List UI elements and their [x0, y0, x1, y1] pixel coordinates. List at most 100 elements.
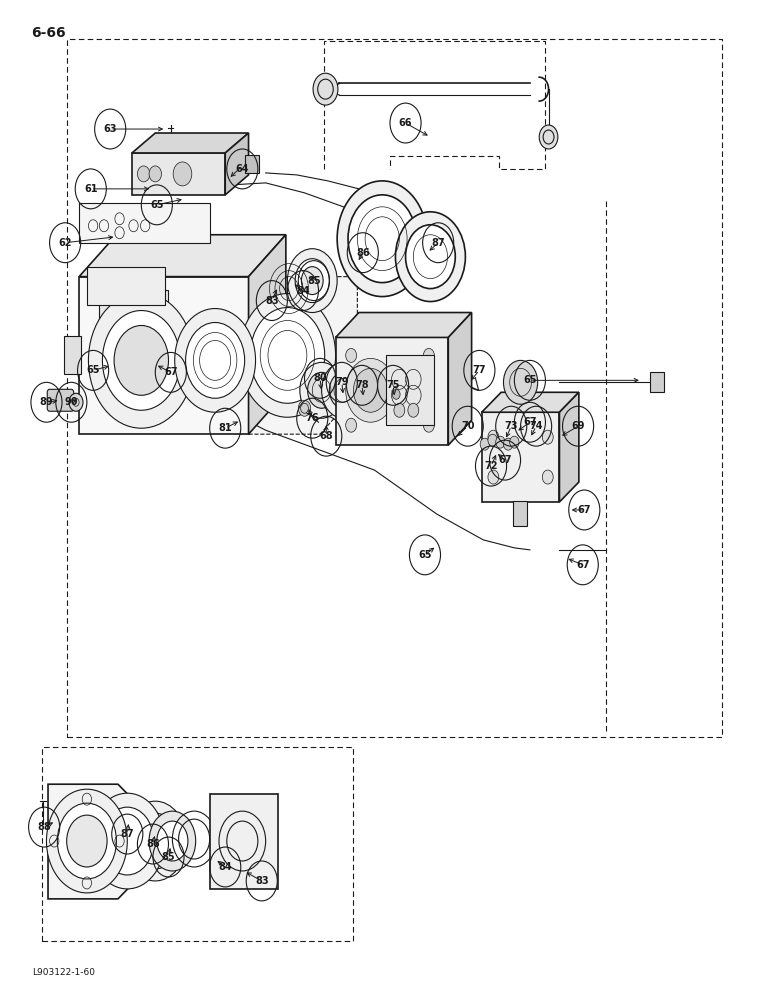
Polygon shape [48, 784, 137, 899]
Circle shape [149, 811, 196, 871]
Circle shape [66, 815, 107, 867]
Text: 68: 68 [320, 431, 333, 441]
Circle shape [392, 389, 400, 399]
Circle shape [406, 225, 456, 289]
Circle shape [346, 358, 395, 422]
Bar [67, 39, 722, 737]
Circle shape [342, 362, 385, 418]
Circle shape [114, 325, 168, 395]
Circle shape [408, 403, 419, 417]
Polygon shape [335, 337, 448, 445]
Circle shape [307, 372, 335, 408]
Text: 84: 84 [218, 862, 232, 872]
Circle shape [88, 293, 194, 428]
Polygon shape [225, 133, 249, 195]
Text: 78: 78 [355, 380, 369, 390]
Text: 61: 61 [84, 184, 98, 194]
Circle shape [329, 372, 357, 408]
Text: 67: 67 [576, 560, 590, 570]
Text: 67: 67 [164, 367, 178, 377]
Circle shape [149, 166, 161, 182]
Text: 83: 83 [255, 876, 268, 886]
Text: 90: 90 [65, 397, 78, 407]
Circle shape [424, 418, 434, 432]
Text: 65: 65 [150, 200, 164, 210]
Circle shape [298, 400, 310, 416]
Circle shape [175, 309, 256, 412]
Text: 80: 80 [314, 373, 327, 383]
Bar [132, 153, 225, 195]
Circle shape [346, 348, 356, 362]
Polygon shape [249, 277, 357, 434]
Circle shape [346, 418, 356, 432]
Text: 76: 76 [306, 413, 319, 423]
Circle shape [337, 181, 427, 297]
Bar [245, 155, 259, 173]
Text: 65: 65 [87, 365, 100, 375]
Text: 74: 74 [530, 421, 543, 431]
Text: 89: 89 [40, 397, 53, 407]
Circle shape [539, 125, 558, 149]
Bar [650, 372, 664, 392]
Bar [87, 267, 165, 305]
Text: 63: 63 [104, 124, 117, 134]
Circle shape [395, 212, 466, 302]
Circle shape [300, 362, 343, 418]
Text: L903122-1-60: L903122-1-60 [33, 968, 95, 977]
Text: 64: 64 [236, 164, 249, 174]
Polygon shape [448, 313, 472, 445]
Circle shape [349, 372, 378, 408]
Polygon shape [249, 235, 285, 434]
Circle shape [90, 793, 165, 889]
Bar [42, 747, 353, 941]
Circle shape [503, 360, 537, 404]
Circle shape [173, 162, 192, 186]
Text: 70: 70 [461, 421, 474, 431]
Circle shape [488, 434, 498, 446]
Text: 79: 79 [335, 377, 349, 387]
Circle shape [239, 294, 335, 417]
Text: 67: 67 [523, 417, 537, 427]
Text: 66: 66 [399, 118, 413, 128]
Circle shape [101, 807, 154, 875]
Circle shape [503, 438, 512, 450]
Circle shape [250, 308, 324, 403]
Circle shape [542, 430, 553, 444]
Text: 85: 85 [161, 852, 176, 862]
Circle shape [348, 195, 417, 283]
Circle shape [157, 821, 188, 861]
Circle shape [313, 73, 338, 105]
Text: 67: 67 [498, 455, 512, 465]
Text: 6-66: 6-66 [31, 26, 66, 40]
Bar [512, 501, 526, 526]
Circle shape [488, 470, 499, 484]
Bar [386, 355, 434, 425]
Text: 81: 81 [218, 423, 232, 433]
Circle shape [424, 348, 434, 362]
Circle shape [509, 436, 519, 448]
Text: 83: 83 [265, 296, 278, 306]
Circle shape [287, 249, 337, 313]
Circle shape [301, 267, 323, 295]
Bar [63, 336, 80, 374]
Bar [98, 290, 168, 344]
Bar [482, 412, 559, 502]
Circle shape [69, 393, 83, 411]
Circle shape [321, 362, 365, 418]
Polygon shape [335, 313, 472, 337]
FancyBboxPatch shape [48, 389, 73, 411]
Text: 72: 72 [484, 461, 498, 471]
Circle shape [542, 470, 553, 484]
Text: 69: 69 [571, 421, 585, 431]
Bar [79, 203, 210, 243]
Text: 67: 67 [577, 505, 591, 515]
Circle shape [137, 166, 150, 182]
Text: 88: 88 [37, 822, 51, 832]
Circle shape [480, 438, 490, 450]
Text: 65: 65 [523, 375, 537, 385]
Bar [210, 794, 278, 889]
Text: 77: 77 [473, 365, 486, 375]
Polygon shape [482, 392, 579, 412]
Circle shape [133, 813, 177, 869]
Text: 84: 84 [296, 286, 310, 296]
